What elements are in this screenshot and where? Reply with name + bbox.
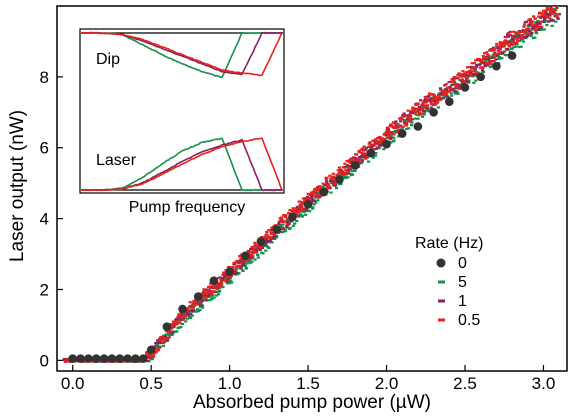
- x-tick-label: 2.5: [453, 374, 477, 393]
- data-point: [319, 187, 329, 197]
- legend-item: 1: [438, 293, 467, 310]
- inset-data: [81, 31, 283, 192]
- data-point: [366, 148, 376, 158]
- data-point: [476, 72, 485, 82]
- legend-label: 0: [458, 255, 467, 272]
- inset-dip-curve-0-5: [82, 31, 283, 77]
- inset-x-label: Pump frequency: [129, 199, 246, 216]
- data-point: [107, 354, 117, 363]
- x-tick-label: 0.0: [61, 374, 85, 393]
- x-tick-label: 0.5: [139, 374, 163, 393]
- data-point: [146, 345, 156, 355]
- x-tick-label: 1.5: [296, 374, 320, 393]
- data-point: [335, 175, 344, 184]
- data-point: [397, 129, 407, 138]
- data-point: [162, 322, 172, 332]
- x-tick-label: 2.0: [375, 374, 399, 393]
- plot-frame: [56, 5, 568, 372]
- data-point: [492, 61, 501, 71]
- data-point: [193, 292, 203, 301]
- legend-items: 0 5 1 0.5: [436, 255, 480, 329]
- data-point: [209, 276, 219, 285]
- data-point: [256, 237, 266, 246]
- data-point: [84, 354, 93, 363]
- y-tick-label: 4: [40, 210, 49, 229]
- legend: Rate (Hz) 0 5 1 0.5: [415, 235, 483, 329]
- series-0: [68, 51, 517, 363]
- data-layer: [62, 6, 561, 363]
- inset-dip-label: Dip: [96, 51, 120, 68]
- y-tick-label: 0: [40, 351, 49, 370]
- data-point: [382, 139, 391, 149]
- series-group: [62, 6, 561, 363]
- legend-label: 1: [458, 293, 467, 310]
- y-axis-label: Laser output (nW): [7, 110, 28, 262]
- data-point: [460, 83, 470, 92]
- data-point: [350, 161, 360, 170]
- x-tick-label: 3.0: [532, 374, 556, 393]
- data-point: [241, 251, 250, 261]
- legend-item: 0: [436, 255, 467, 272]
- y-tick-label: 8: [40, 68, 49, 87]
- data-point: [507, 51, 517, 60]
- legend-item: 0.5: [438, 312, 480, 329]
- data-point: [225, 267, 234, 277]
- legend-marker: [436, 258, 446, 268]
- data-point: [178, 304, 187, 314]
- legend-title: Rate (Hz): [415, 235, 483, 252]
- data-point: [272, 224, 281, 234]
- data-point: [131, 354, 140, 363]
- inset-laser-label: Laser: [96, 152, 137, 169]
- legend-label: 0.5: [458, 312, 480, 329]
- inset-chart: Dip Laser Pump frequency: [79, 28, 285, 216]
- data-point: [429, 108, 438, 117]
- data-point: [68, 354, 77, 363]
- data-point: [139, 354, 148, 363]
- data-point: [303, 200, 313, 209]
- legend-label: 5: [458, 274, 467, 291]
- data-point: [91, 354, 101, 363]
- data-point: [115, 354, 125, 363]
- axis-ticks: 0.0 0.5 1.0 1.5 2.0 2.5 3.0 0 2 4 6 8: [40, 68, 556, 393]
- data-point: [123, 354, 132, 363]
- x-axis-label: Absorbed pump power (µW): [193, 392, 431, 413]
- data-point: [76, 354, 85, 363]
- y-tick-label: 6: [40, 139, 49, 158]
- data-point: [413, 122, 423, 131]
- data-point: [99, 354, 109, 363]
- y-tick-label: 2: [40, 280, 49, 299]
- legend-item: 5: [438, 274, 467, 291]
- inset-laser-curve-0-5: [81, 137, 283, 192]
- data-point: [445, 97, 454, 106]
- data-point: [288, 212, 297, 222]
- x-tick-label: 1.0: [218, 374, 242, 393]
